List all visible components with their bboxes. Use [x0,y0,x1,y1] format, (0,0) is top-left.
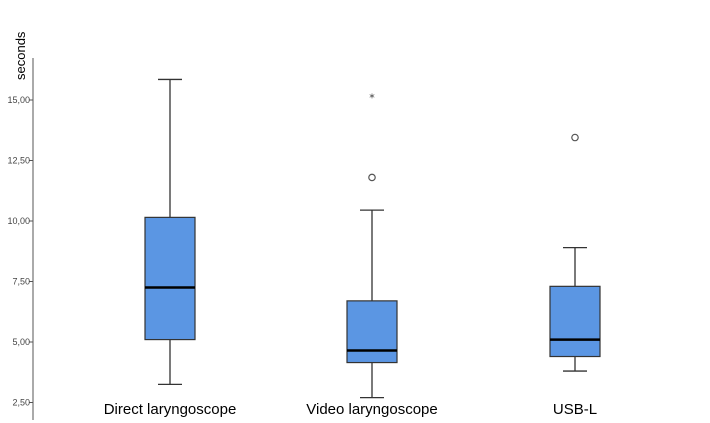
box-group [549,133,601,372]
category-label: Video laryngoscope [306,401,437,418]
y-tick-label: 10,00 [7,216,30,226]
x-axis-labels: Direct laryngoscope Video laryngoscope USB… [104,401,597,418]
category-label: Direct laryngoscope [104,401,237,418]
extreme-outlier-star: * [369,92,375,105]
y-tick-label: 12,50 [7,156,30,166]
iqr-box [346,300,398,364]
box-group [144,78,196,386]
y-tick-label: 2,50 [12,398,30,408]
y-tick-label: 15,00 [7,95,30,105]
iqr-box [144,216,196,341]
y-axis-title: seconds [13,31,28,80]
plot-area: * [144,78,601,399]
y-axis: 2,50 5,00 7,50 10,00 12,50 15,00 [7,58,34,420]
outlier-circle [571,133,579,142]
y-tick-label: 5,00 [12,337,30,347]
iqr-box [549,285,601,358]
box-group: * [346,92,398,399]
outlier-circle [368,173,376,182]
y-tick-label: 7,50 [12,277,30,287]
category-label: USB-L [553,401,597,418]
